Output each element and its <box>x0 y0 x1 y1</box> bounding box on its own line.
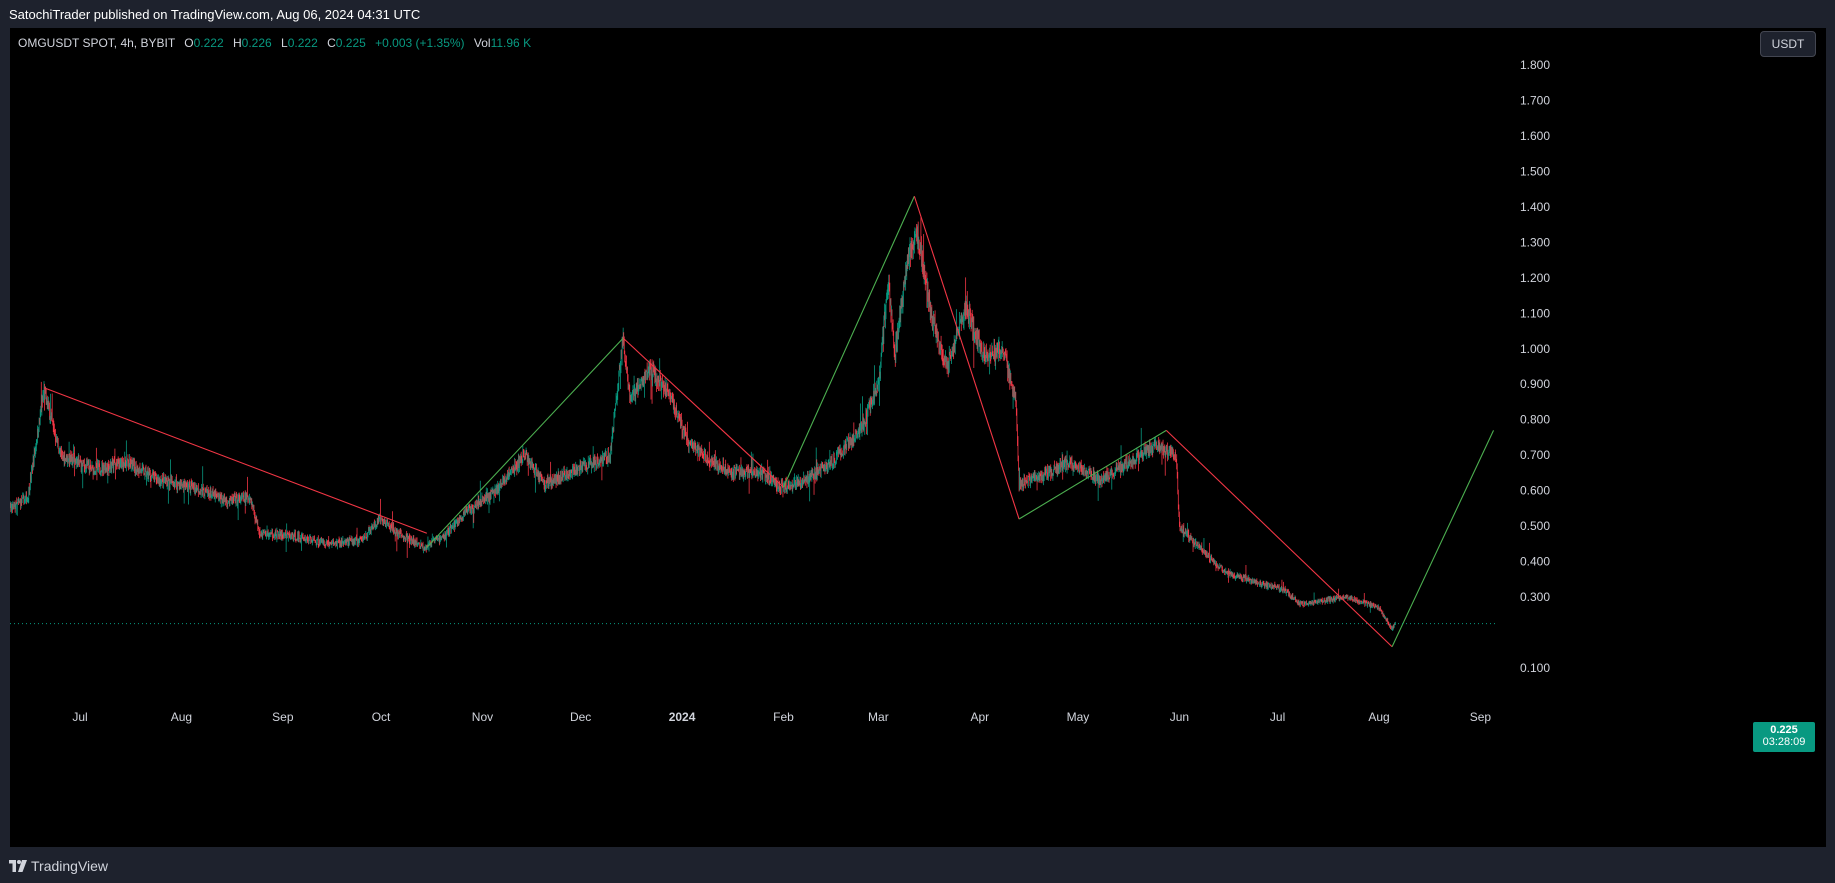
x-tick-label: Nov <box>472 710 493 724</box>
x-tick-label: Aug <box>171 710 192 724</box>
y-tick-label: 1.600 <box>1520 129 1550 143</box>
x-tick-label: Sep <box>272 710 294 724</box>
x-tick-label: Mar <box>868 710 889 724</box>
x-tick-label: Dec <box>570 710 591 724</box>
x-tick-label: Aug <box>1368 710 1389 724</box>
downtrend-line <box>43 387 428 534</box>
top-bar: SatochiTrader published on TradingView.c… <box>0 0 1835 28</box>
y-tick-label: 0.100 <box>1520 661 1550 675</box>
y-tick-label: 0.500 <box>1520 519 1550 533</box>
uptrend-line <box>426 337 624 548</box>
x-tick-label: Feb <box>773 710 794 724</box>
downtrend-line <box>1165 429 1393 648</box>
uptrend-line <box>782 196 915 488</box>
brand-name: TradingView <box>31 858 109 874</box>
price-chart[interactable]: 1.800 1.700 1.600 1.500 1.400 1.300 1.200 1.100… <box>10 28 1826 847</box>
publish-info: SatochiTrader published on TradingView.c… <box>9 7 421 22</box>
y-tick-label: 1.100 <box>1520 306 1550 320</box>
bottom-bar: TradingView <box>0 847 1835 883</box>
y-tick-label: 0.400 <box>1520 555 1550 569</box>
y-tick-label: 1.500 <box>1520 164 1550 178</box>
y-tick-label: 1.800 <box>1520 58 1550 72</box>
price-axis <box>1498 28 1826 847</box>
y-tick-label: 0.900 <box>1520 377 1550 391</box>
downtrend-line <box>913 196 1020 520</box>
open-value: 0.222 <box>193 36 224 50</box>
y-tick-label: 1.000 <box>1520 342 1550 356</box>
y-tick-label: 0.800 <box>1520 413 1550 427</box>
volume-value: 11.96 K <box>490 36 532 50</box>
symbol-legend: OMGUSDT SPOT, 4h, BYBIT O0.222 H0.226 L0… <box>18 36 531 50</box>
x-tick-label: Jul <box>1270 710 1285 724</box>
y-tick-label: 1.700 <box>1520 93 1550 107</box>
x-tick-label: May <box>1067 710 1090 724</box>
y-tick-label: 1.300 <box>1520 235 1550 249</box>
x-tick-label: Oct <box>372 710 391 724</box>
x-tick-label: Apr <box>970 710 989 724</box>
uptrend-line <box>1391 430 1495 647</box>
currency-button[interactable]: USDT <box>1760 31 1816 57</box>
change-value: +0.003 (+1.35%) <box>375 36 465 50</box>
high-value: 0.226 <box>241 36 272 50</box>
symbol-name[interactable]: OMGUSDT SPOT, 4h, BYBIT <box>18 36 175 50</box>
close-value: 0.225 <box>335 36 366 50</box>
tradingview-logo[interactable]: TradingView <box>9 858 108 874</box>
last-price-label: 0.225 03:28:09 <box>1753 722 1815 752</box>
y-tick-label: 0.700 <box>1520 448 1550 462</box>
uptrend-line <box>1018 429 1167 520</box>
y-tick-label: 1.200 <box>1520 271 1550 285</box>
x-tick-label: Jul <box>72 710 87 724</box>
high-label: H <box>233 36 242 50</box>
chart-pane[interactable]: 1.800 1.700 1.600 1.500 1.400 1.300 1.200 1.100… <box>10 28 1826 847</box>
open-label: O <box>184 36 194 50</box>
x-tick-label: Jun <box>1170 710 1189 724</box>
y-tick-label: 0.600 <box>1520 484 1550 498</box>
y-tick-label: 1.400 <box>1520 200 1550 214</box>
volume-label: Vol <box>473 36 491 50</box>
bar-countdown: 03:28:09 <box>1762 736 1806 748</box>
x-tick-label: 2024 <box>669 710 696 724</box>
tradingview-logo-icon <box>9 860 27 872</box>
y-tick-label: 0.300 <box>1520 590 1550 604</box>
x-tick-label: Sep <box>1470 710 1492 724</box>
last-price-value: 0.225 <box>1770 724 1798 736</box>
low-value: 0.222 <box>287 36 318 50</box>
close-label: C <box>327 36 336 50</box>
low-label: L <box>281 36 288 50</box>
downtrend-line <box>622 337 784 488</box>
